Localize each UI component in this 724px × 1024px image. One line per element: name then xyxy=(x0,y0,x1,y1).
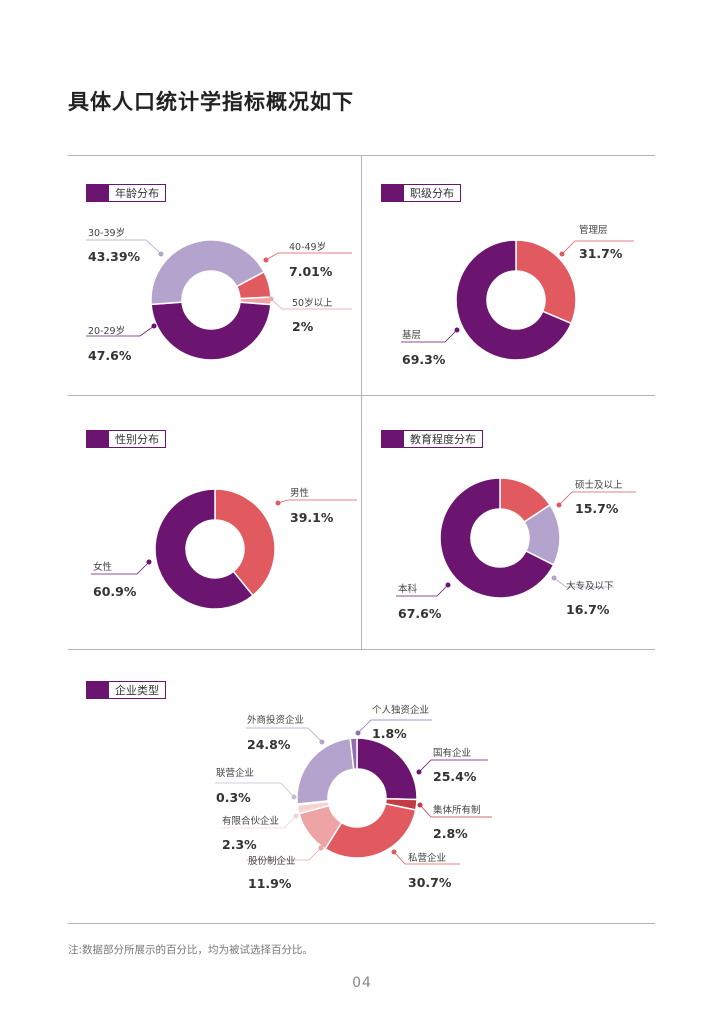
chart-0-value-0: 7.01% xyxy=(289,264,333,279)
section-label-education: 教育程度分布 xyxy=(381,430,483,448)
chart-3-label-2: 本科 xyxy=(398,583,418,595)
chart-4-callout-line-1 xyxy=(419,804,492,818)
section-title: 性别分布 xyxy=(115,433,159,446)
chart-3-label-1: 大专及以下 xyxy=(566,580,614,592)
chart-1-value-1: 69.3% xyxy=(402,352,446,367)
chart-2-callout-line-0 xyxy=(277,499,357,504)
section-title: 年龄分布 xyxy=(115,187,159,200)
chart-2-label-1: 女性 xyxy=(93,561,113,573)
chart-4-callout-line-0 xyxy=(418,759,488,773)
chart-0-value-2: 47.6% xyxy=(88,348,132,363)
footnote: 注:数据部分所展示的百分比，均为被试选择百分比。 xyxy=(68,944,314,956)
chart-3-value-0: 15.7% xyxy=(575,501,619,516)
chart-1-callout-line-1 xyxy=(401,329,458,343)
section-label-gender: 性别分布 xyxy=(86,430,166,448)
divider-lower xyxy=(68,649,655,650)
section-label-enterprise: 企业类型 xyxy=(86,681,166,699)
chart-3-label-0: 硕士及以上 xyxy=(575,479,623,491)
chart-4-callout-line-4 xyxy=(222,815,297,829)
chart-4-callout-line-7 xyxy=(357,719,432,734)
chart-4-slice-6 xyxy=(296,737,355,805)
chart-2-label-0: 男性 xyxy=(290,487,310,499)
section-swatch xyxy=(382,431,404,447)
chart-1-slice-1 xyxy=(455,239,573,361)
chart-0-slice-2 xyxy=(150,301,272,361)
chart-1-label-1: 基层 xyxy=(402,329,421,341)
chart-4-value-0: 25.4% xyxy=(433,769,477,784)
section-swatch xyxy=(87,682,109,698)
chart-0-slice-3 xyxy=(150,239,265,306)
section-swatch xyxy=(87,431,109,447)
chart-3-callout-line-1 xyxy=(553,577,614,588)
section-swatch xyxy=(382,185,404,201)
chart-2-slice-0 xyxy=(214,488,276,597)
chart-4-callout-line-5 xyxy=(215,782,295,798)
chart-4-value-5: 0.3% xyxy=(216,790,251,805)
chart-4-slice-0 xyxy=(356,737,418,801)
chart-4-callout-line-6 xyxy=(246,727,323,743)
chart-1-value-0: 31.7% xyxy=(579,246,623,261)
chart-2-value-0: 39.1% xyxy=(290,510,334,525)
chart-4-callout-line-2 xyxy=(393,851,460,865)
chart-0-label-1: 50岁以上 xyxy=(292,297,333,309)
chart-2-callout-line-1 xyxy=(91,561,150,575)
chart-2-slice-1 xyxy=(154,488,255,610)
chart-4-label-7: 个人独资企业 xyxy=(372,704,429,716)
chart-4-label-4: 有限合伙企业 xyxy=(222,815,279,827)
chart-0-label-3: 30-39岁 xyxy=(88,227,125,239)
divider-vertical xyxy=(361,155,362,649)
chart-4-label-2: 私营企业 xyxy=(408,852,446,864)
section-label-rank: 职级分布 xyxy=(381,184,461,202)
chart-0-callout-line-0 xyxy=(265,252,352,261)
chart-4-slice-2 xyxy=(324,802,417,859)
chart-0-value-3: 43.39% xyxy=(88,249,141,264)
chart-4-value-7: 1.8% xyxy=(372,726,407,741)
section-title: 职级分布 xyxy=(410,187,454,200)
section-label-age: 年龄分布 xyxy=(86,184,166,202)
chart-2-value-1: 60.9% xyxy=(93,584,137,599)
chart-3-callout-line-2 xyxy=(396,584,449,597)
chart-4-label-1: 集体所有制 xyxy=(433,804,481,816)
chart-4-slice-7 xyxy=(349,737,358,771)
chart-4-label-5: 联营企业 xyxy=(216,767,254,779)
chart-4-label-6: 外商投资企业 xyxy=(247,714,304,726)
section-swatch xyxy=(87,185,109,201)
page-number: 04 xyxy=(352,975,372,991)
chart-3-callout-line-0 xyxy=(558,491,636,506)
chart-1-slice-0 xyxy=(515,239,577,325)
chart-3-value-1: 16.7% xyxy=(566,602,610,617)
chart-0-label-0: 40-49岁 xyxy=(289,241,326,253)
chart-1-label-0: 管理层 xyxy=(579,224,608,236)
section-title: 企业类型 xyxy=(115,684,159,697)
chart-4-label-3: 股份制企业 xyxy=(248,855,296,867)
divider-bottom xyxy=(68,923,655,924)
chart-4-value-3: 11.9% xyxy=(248,876,292,891)
chart-0-callout-line-2 xyxy=(86,325,155,337)
chart-3-slice-2 xyxy=(439,477,555,599)
chart-1-callout-line-0 xyxy=(561,240,634,255)
chart-4-value-2: 30.7% xyxy=(408,875,452,890)
section-title: 教育程度分布 xyxy=(410,433,476,446)
chart-0-value-1: 2% xyxy=(292,319,314,334)
page-title: 具体人口统计学指标概况如下 xyxy=(68,90,354,114)
chart-0-callout-line-3 xyxy=(86,239,162,255)
chart-4-label-0: 国有企业 xyxy=(433,747,471,759)
chart-3-value-2: 67.6% xyxy=(398,606,442,621)
chart-4-value-1: 2.8% xyxy=(433,826,468,841)
chart-4-value-4: 2.3% xyxy=(222,837,257,852)
chart-0-callout-line-1 xyxy=(270,298,352,310)
chart-0-label-2: 20-29岁 xyxy=(88,325,125,337)
chart-4-value-6: 24.8% xyxy=(247,737,291,752)
chart-4-callout-line-3 xyxy=(246,847,322,861)
